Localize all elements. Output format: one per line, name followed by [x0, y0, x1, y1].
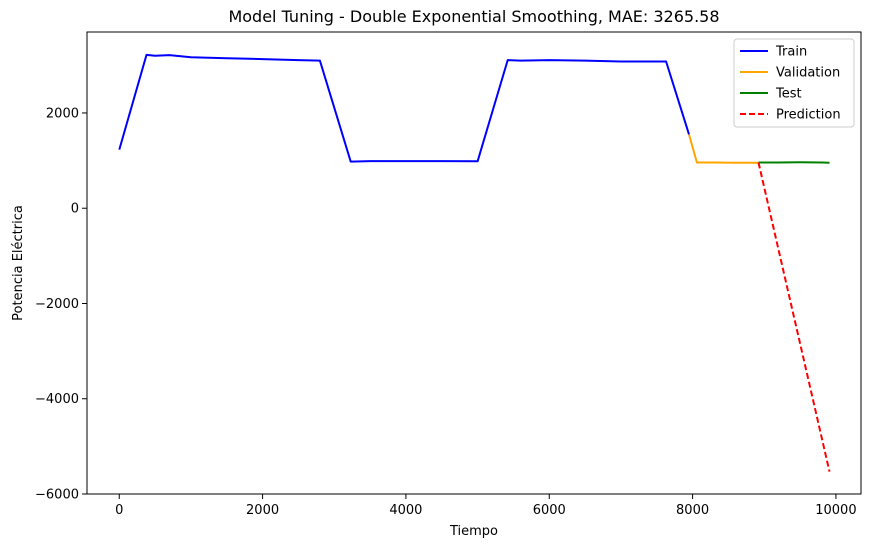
y-tick-label: −6000	[35, 488, 79, 503]
y-tick-label: 2000	[46, 106, 79, 121]
plot-series	[118, 53, 831, 472]
plot-frame	[86, 31, 862, 495]
legend-label-validation: Validation	[776, 66, 840, 81]
x-tick-label: 8000	[676, 503, 709, 518]
legend: Train Validation Test Prediction	[733, 38, 855, 128]
legend-label-prediction: Prediction	[776, 108, 841, 123]
x-tick-label: 2000	[246, 503, 279, 518]
y-tick-label: 0	[71, 202, 79, 217]
x-axis: 0 2000 4000 6000 8000 10000	[115, 494, 857, 518]
legend-box	[733, 38, 855, 128]
y-tick-label: −2000	[35, 297, 79, 312]
chart-title: Model Tuning - Double Exponential Smooth…	[228, 7, 719, 26]
y-axis-label: Potencia Eléctrica	[11, 205, 26, 321]
legend-label-train: Train	[775, 45, 807, 60]
x-tick-label: 10000	[815, 503, 856, 518]
series-line-train	[118, 53, 690, 163]
x-tick-label: 4000	[389, 503, 422, 518]
y-axis: 2000 0 −2000 −4000 −6000	[35, 106, 87, 503]
x-tick-label: 0	[115, 503, 123, 518]
series-line-validation	[688, 134, 759, 164]
x-tick-label: 6000	[533, 503, 566, 518]
legend-label-test: Test	[775, 87, 802, 102]
x-axis-label: Tiempo	[449, 524, 498, 539]
series-line-prediction	[757, 162, 831, 472]
y-tick-label: −4000	[35, 392, 79, 407]
